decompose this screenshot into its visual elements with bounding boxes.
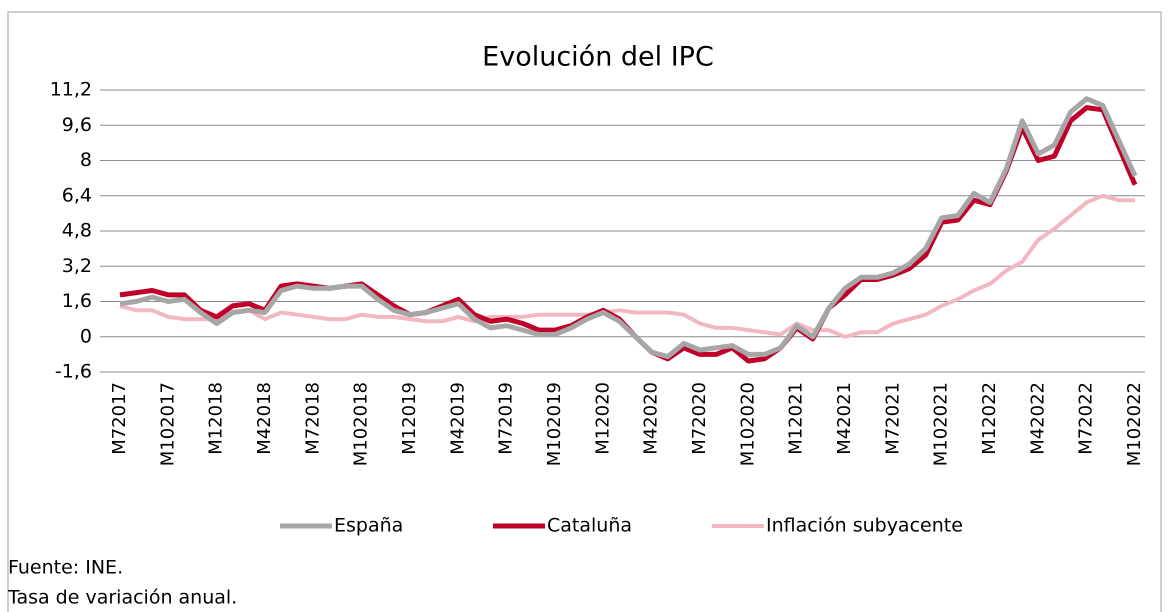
y-tick-label: 11,2 <box>50 79 92 101</box>
y-tick-label: 1,6 <box>62 290 92 312</box>
x-tick-label: M42020 <box>641 382 662 455</box>
x-tick-label: M102018 <box>351 382 372 466</box>
x-tick-label: M42022 <box>1027 382 1048 455</box>
x-tick-label: M42018 <box>254 382 275 455</box>
y-tick-label: 0 <box>80 325 92 347</box>
y-tick-label: 4,8 <box>62 220 92 242</box>
x-tick-label: M72017 <box>109 382 130 455</box>
chart-title: Evolución del IPC <box>482 42 714 73</box>
x-tick-label: M102017 <box>157 382 178 466</box>
x-tick-label: M12021 <box>786 382 807 455</box>
x-tick-label: M12018 <box>206 382 227 455</box>
x-tick-label: M42021 <box>834 382 855 455</box>
y-tick-label: 6,4 <box>62 184 92 206</box>
x-tick-label: M102020 <box>737 382 758 466</box>
x-tick-label: M102021 <box>931 382 952 466</box>
x-tick-label: M12019 <box>399 382 420 455</box>
x-tick-label: M102022 <box>1124 382 1145 466</box>
x-tick-label: M72019 <box>496 382 517 455</box>
x-tick-label: M12020 <box>592 382 613 455</box>
note: Tasa de variación anual. <box>7 587 237 609</box>
x-tick-label: M72018 <box>302 382 323 455</box>
x-tick-label: M72020 <box>689 382 710 455</box>
y-tick-label: 8 <box>80 149 92 171</box>
x-tick-label: M72022 <box>1076 382 1097 455</box>
note: Fuente: INE. <box>8 557 123 579</box>
y-tick-label: 9,6 <box>62 114 92 136</box>
x-tick-label: M42019 <box>447 382 468 455</box>
series-line <box>119 96 1138 360</box>
legend-label: España <box>334 515 403 537</box>
y-tick-label: -1,6 <box>55 361 92 383</box>
x-tick-label: M102019 <box>544 382 565 466</box>
x-tick-label: M72021 <box>882 382 903 455</box>
legend-label: Inflación subyacente <box>766 515 963 537</box>
x-tick-label: M12022 <box>979 382 1000 455</box>
y-tick-label: 3,2 <box>62 255 92 277</box>
legend-label: Cataluña <box>547 515 632 537</box>
series-line <box>119 193 1135 339</box>
